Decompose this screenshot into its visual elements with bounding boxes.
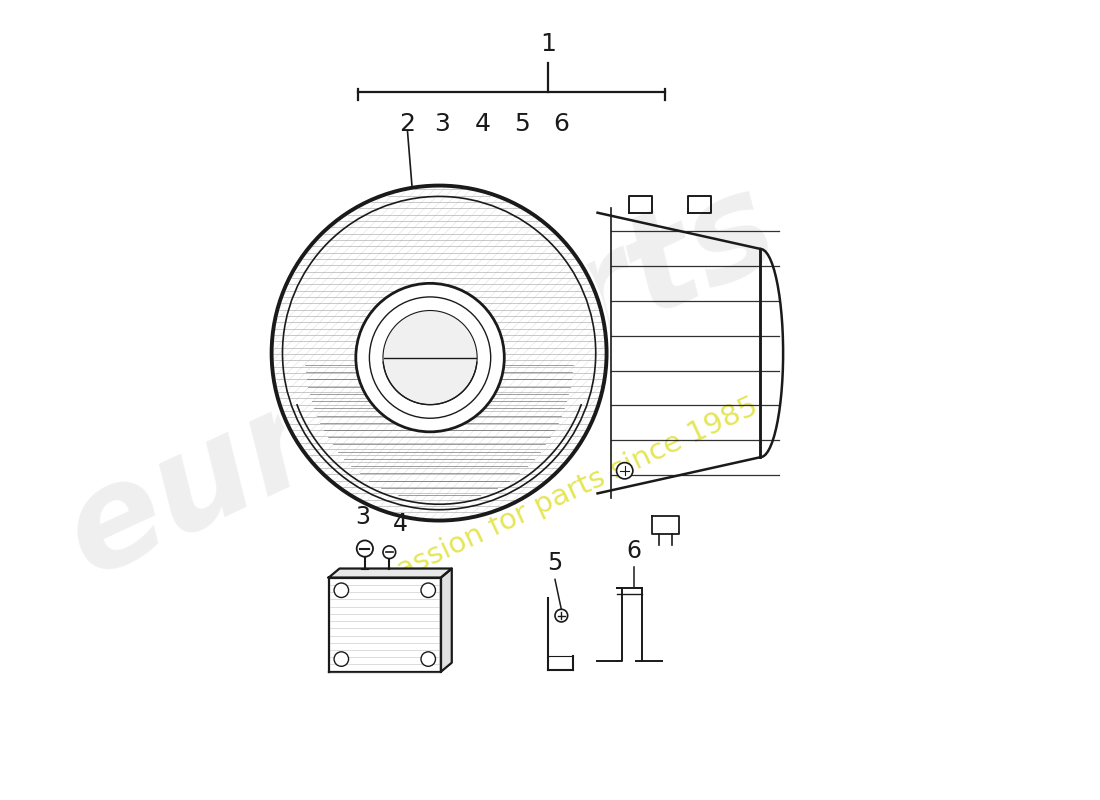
Text: 5: 5 — [548, 551, 562, 575]
Circle shape — [267, 181, 612, 525]
Circle shape — [616, 462, 632, 479]
Text: europarts: europarts — [45, 157, 798, 604]
Text: 5: 5 — [515, 112, 530, 136]
Text: 4: 4 — [474, 112, 491, 136]
Text: 2: 2 — [399, 112, 416, 136]
Circle shape — [383, 546, 396, 558]
Circle shape — [356, 541, 373, 557]
Polygon shape — [329, 569, 452, 578]
Text: 3: 3 — [433, 112, 450, 136]
Circle shape — [334, 583, 349, 598]
Text: 6: 6 — [553, 112, 570, 136]
Circle shape — [421, 583, 436, 598]
Circle shape — [383, 310, 477, 405]
Circle shape — [355, 283, 504, 432]
Circle shape — [334, 652, 349, 666]
Circle shape — [421, 652, 436, 666]
Text: 3: 3 — [355, 505, 371, 529]
Polygon shape — [441, 569, 452, 672]
Text: 4: 4 — [393, 512, 408, 536]
Circle shape — [556, 610, 568, 622]
Text: a passion for parts since 1985: a passion for parts since 1985 — [351, 392, 762, 604]
Text: 1: 1 — [540, 32, 556, 56]
Polygon shape — [329, 578, 441, 672]
Text: 6: 6 — [626, 539, 641, 563]
